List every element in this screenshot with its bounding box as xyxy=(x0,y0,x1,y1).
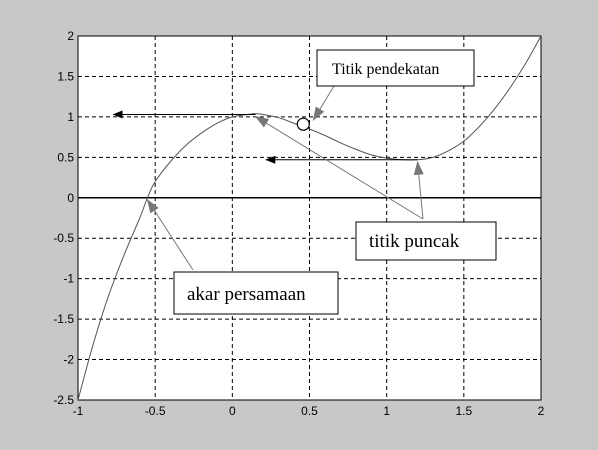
root-arrow xyxy=(146,198,194,271)
x-axis-ticks: -1 -0.5 0 0.5 1 1.5 2 xyxy=(73,404,545,418)
annotation-root-box xyxy=(173,271,339,315)
annotation-peak-label: titik puncak xyxy=(369,231,460,252)
annotation-approx: Titik pendekatan xyxy=(316,49,475,87)
y-tick-label: -2.5 xyxy=(53,393,74,407)
approx-arrow xyxy=(312,85,335,122)
peak-arrow xyxy=(413,160,424,220)
annotation-approx-box xyxy=(316,49,475,87)
y-tick-label: -1 xyxy=(63,272,74,286)
x-tick-label: 1.5 xyxy=(455,404,472,418)
y-tick-label: 1.5 xyxy=(57,69,74,83)
y-tick-label: -1.5 xyxy=(53,312,74,326)
x-tick-label: 0 xyxy=(229,404,236,418)
peak-arrow xyxy=(254,115,424,220)
y-tick-label: 0.5 xyxy=(57,150,74,164)
x-tick-label: -1 xyxy=(73,404,84,418)
x-tick-label: 1 xyxy=(383,404,390,418)
annotation-arrows xyxy=(112,85,424,271)
x-tick-label: -0.5 xyxy=(145,404,166,418)
approximation-point-marker xyxy=(296,117,310,131)
y-tick-label: 0 xyxy=(67,191,74,205)
annotation-peak-box xyxy=(355,221,497,261)
annotation-root-label: akar persamaan xyxy=(187,284,306,305)
annotation-root: akar persamaan xyxy=(173,271,339,315)
y-tick-label: -0.5 xyxy=(53,231,74,245)
annotation-peak: titik puncak xyxy=(355,221,497,261)
y-tick-label: 2 xyxy=(67,29,74,43)
y-tick-label: 1 xyxy=(67,110,74,124)
y-tick-label: -2 xyxy=(63,353,74,367)
y-axis-ticks: 2 1.5 1 0.5 0 -0.5 -1 -1.5 -2 -2.5 xyxy=(53,29,74,407)
grid xyxy=(78,36,541,400)
x-tick-label: 2 xyxy=(538,404,545,418)
x-tick-label: 0.5 xyxy=(301,404,318,418)
series-line xyxy=(77,35,542,401)
annotation-approx-label: Titik pendekatan xyxy=(332,61,439,78)
